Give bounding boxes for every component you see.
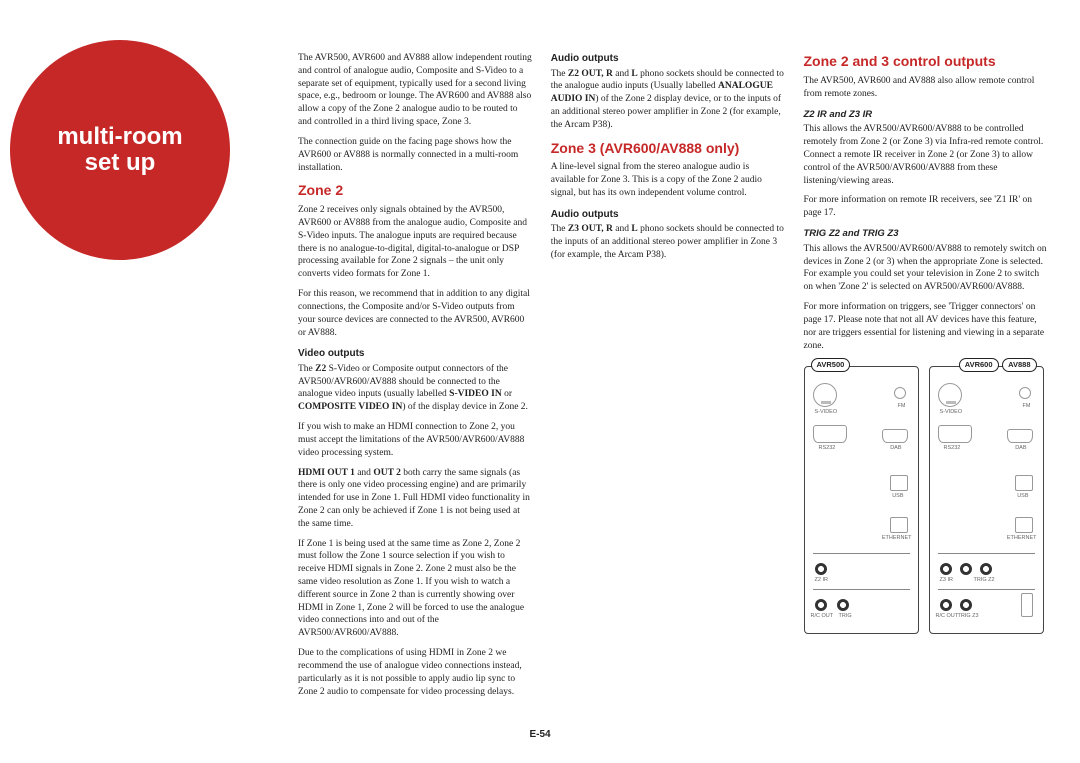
trig-heading: TRIG Z2 and TRIG Z3: [804, 228, 1050, 241]
ir-p2: For more information on remote IR receiv…: [804, 194, 1050, 220]
usb-port: [890, 475, 908, 491]
video-p3: HDMI OUT 1 and OUT 2 both carry the same…: [298, 467, 533, 531]
video-p2: If you wish to make an HDMI connection t…: [298, 421, 533, 459]
rcout-jack-b: [940, 599, 952, 611]
trig-jack: [837, 599, 849, 611]
ir-p1: This allows the AVR500/AVR600/AV888 to b…: [804, 123, 1050, 187]
fm-port-b: [1019, 387, 1031, 399]
z2ir-jack-b: [940, 563, 952, 575]
label-av888: AV888: [1002, 358, 1036, 372]
dab-port-b: [1007, 429, 1033, 443]
trigz2-jack-b: [980, 563, 992, 575]
trig-p1: This allows the AVR500/AVR600/AV888 to r…: [804, 243, 1050, 294]
panel-avr600-av888: AVR600 AV888 S-VIDEO FM RS232 DAB USB ET…: [929, 366, 1044, 634]
svideo-port: [813, 383, 837, 407]
title-circle: multi-room set up: [10, 40, 230, 260]
dab-port: [882, 429, 908, 443]
column-3: Zone 2 and 3 control outputs The AVR500,…: [804, 52, 1050, 705]
zone3-heading: Zone 3 (AVR600/AV888 only): [551, 139, 786, 158]
audio2-heading: Audio outputs: [551, 208, 786, 222]
zone2-heading: Zone 2: [298, 181, 533, 200]
ethernet-port: [890, 517, 908, 533]
connector-panels: AVR500 S-VIDEO FM RS232 DAB USB ETHERNET…: [804, 366, 1050, 634]
intro-p1: The AVR500, AVR600 and AV888 allow indep…: [298, 52, 533, 129]
audio1-p1: The Z2 OUT, R and L phono sockets should…: [551, 68, 786, 132]
ir-heading: Z2 IR and Z3 IR: [804, 109, 1050, 122]
page-number: E-54: [529, 728, 550, 742]
trigz3-jack-b: [960, 599, 972, 611]
video-p1: The Z2 S-Video or Composite output conne…: [298, 363, 533, 414]
circle-line1: multi-room: [57, 124, 182, 150]
svideo-port-b: [938, 383, 962, 407]
control-p1: The AVR500, AVR600 and AV888 also allow …: [804, 75, 1050, 101]
trig-p2: For more information on triggers, see 'T…: [804, 301, 1050, 352]
usb-a-port-b: [1021, 593, 1033, 617]
rs232-port: [813, 425, 847, 443]
zone2-p1: Zone 2 receives only signals obtained by…: [298, 204, 533, 281]
rcout-jack: [815, 599, 827, 611]
fm-port: [894, 387, 906, 399]
audio1-heading: Audio outputs: [551, 52, 786, 66]
content-columns: The AVR500, AVR600 and AV888 allow indep…: [298, 52, 1050, 705]
zone2-p2: For this reason, we recommend that in ad…: [298, 288, 533, 339]
usb-port-b: [1015, 475, 1033, 491]
z2ir-jack: [815, 563, 827, 575]
label-avr500: AVR500: [811, 358, 851, 372]
ethernet-port-b: [1015, 517, 1033, 533]
audio2-p1: The Z3 OUT, R and L phono sockets should…: [551, 223, 786, 261]
label-avr600: AVR600: [959, 358, 999, 372]
video-p4: If Zone 1 is being used at the same time…: [298, 538, 533, 641]
video-p5: Due to the complications of using HDMI i…: [298, 647, 533, 698]
video-heading: Video outputs: [298, 347, 533, 361]
column-2: Audio outputs The Z2 OUT, R and L phono …: [551, 52, 786, 705]
circle-line2: set up: [85, 150, 156, 176]
zone3-p1: A line-level signal from the stereo anal…: [551, 161, 786, 199]
intro-p2: The connection guide on the facing page …: [298, 136, 533, 174]
panel-avr500: AVR500 S-VIDEO FM RS232 DAB USB ETHERNET…: [804, 366, 919, 634]
control-heading: Zone 2 and 3 control outputs: [804, 52, 1050, 71]
z3ir-jack-b: [960, 563, 972, 575]
column-1: The AVR500, AVR600 and AV888 allow indep…: [298, 52, 533, 705]
rs232-port-b: [938, 425, 972, 443]
